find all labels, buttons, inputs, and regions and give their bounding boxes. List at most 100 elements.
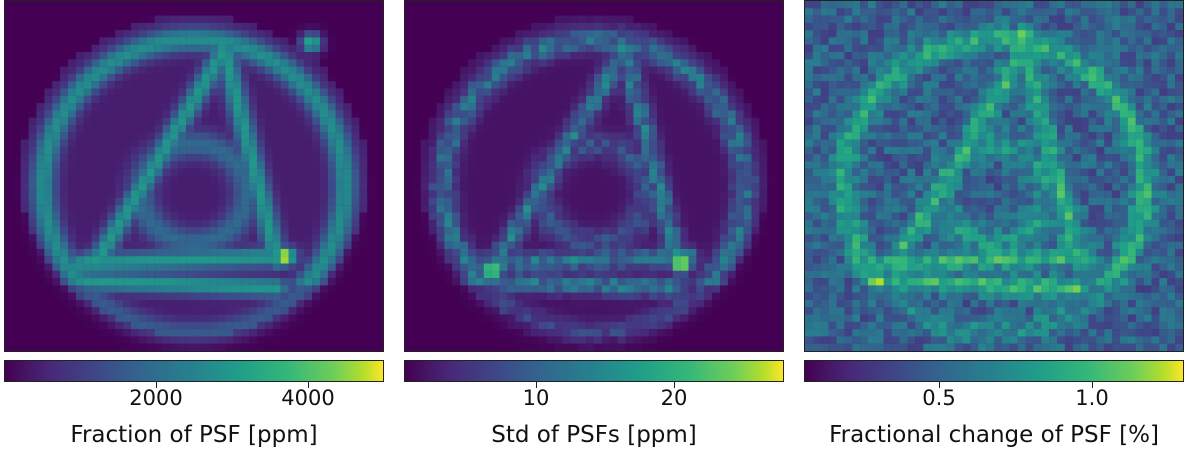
heatmap-cell (578, 299, 587, 308)
heatmap-cell (146, 241, 155, 250)
panel-std-of-psfs: 10 20 Std of PSFs [ppm] (404, 0, 784, 460)
heatmap-cell (304, 270, 313, 279)
heatmap-cell (162, 197, 171, 206)
heatmap-cell (594, 256, 603, 264)
heatmap-cell (335, 30, 344, 38)
heatmap-cell (146, 343, 155, 351)
heatmap-cell (546, 146, 555, 155)
heatmap-cell (83, 88, 92, 96)
heatmap-cell (5, 234, 14, 242)
heatmap-cell (186, 285, 195, 293)
heatmap-cell (201, 88, 210, 96)
heatmap-cell (554, 307, 563, 315)
heatmap-cell (257, 299, 266, 308)
heatmap-cell (304, 212, 313, 220)
heatmap-cell (359, 307, 368, 315)
heatmap-cell (194, 183, 203, 191)
heatmap-cell (162, 176, 171, 184)
heatmap-cell (83, 30, 92, 38)
heatmap-cell (743, 285, 752, 293)
heatmap-cell (304, 234, 313, 242)
heatmap-cell (138, 154, 147, 162)
heatmap-cell (712, 66, 721, 75)
heatmap-cell (475, 292, 484, 301)
heatmap-cell (91, 212, 100, 220)
heatmap-cell (554, 299, 563, 308)
heatmap-cell (617, 336, 626, 344)
heatmap-cell (280, 176, 289, 184)
heatmap-cell (146, 176, 155, 184)
heatmap-cell (586, 307, 595, 315)
heatmap-cell (209, 343, 218, 351)
heatmap-cell (507, 190, 516, 199)
heatmap-cell (1009, 8, 1018, 16)
heatmap-cell (688, 212, 697, 220)
heatmap-cell (625, 183, 634, 191)
heatmap-cell (899, 15, 908, 24)
heatmap-cell (875, 30, 884, 38)
heatmap-cell (217, 139, 226, 147)
heatmap-cell (241, 256, 250, 264)
heatmap-cell (594, 139, 603, 147)
heatmap-cell (735, 197, 744, 206)
heatmap-cell (594, 146, 603, 155)
heatmap-cell (578, 256, 587, 264)
heatmap-cell (257, 270, 266, 279)
heatmap-cell (680, 44, 689, 53)
heatmap-cell (343, 139, 352, 147)
heatmap-cell (146, 292, 155, 301)
heatmap-cell (20, 15, 29, 24)
heatmap-cell (657, 1, 666, 9)
heatmap-cell (225, 336, 234, 344)
heatmap-cell (44, 22, 53, 31)
heatmap-cell (751, 30, 760, 38)
heatmap-cell (570, 270, 579, 279)
heatmap-cell (554, 81, 563, 89)
heatmap-cell (264, 154, 273, 162)
heatmap-cell (60, 314, 69, 322)
heatmap-cell (312, 190, 321, 199)
heatmap-cell (515, 212, 524, 220)
heatmap-cell (296, 81, 305, 89)
heatmap-cell (304, 117, 313, 126)
heatmap-cell (649, 146, 658, 155)
heatmap-cell (538, 270, 547, 279)
heatmap-cell (523, 146, 532, 155)
heatmap-cell (217, 59, 226, 67)
heatmap-cell (617, 8, 626, 16)
heatmap-cell (672, 256, 681, 264)
heatmap-cell (428, 292, 437, 301)
heatmap-cell (107, 95, 116, 104)
heatmap-cell (83, 146, 92, 155)
heatmap-cell (405, 52, 414, 60)
heatmap-cell (664, 22, 673, 31)
heatmap-cell (194, 227, 203, 235)
heatmap-cell (249, 278, 258, 286)
heatmap-cell (578, 190, 587, 199)
heatmap-cell (609, 8, 618, 16)
heatmap-cell (280, 234, 289, 242)
heatmap-cell (994, 37, 1003, 45)
heatmap-cell (272, 227, 281, 235)
heatmap-cell (531, 314, 540, 322)
heatmap-cell (351, 219, 360, 228)
heatmap-cell (712, 176, 721, 184)
heatmap-cell (578, 285, 587, 293)
heatmap-cell (712, 139, 721, 147)
heatmap-cell (186, 37, 195, 45)
heatmap-cell (562, 183, 571, 191)
heatmap-cell (970, 22, 979, 31)
heatmap-cell (483, 190, 492, 199)
heatmap-cell (123, 219, 132, 228)
heatmap-cell (444, 285, 453, 293)
heatmap-cell (20, 336, 29, 344)
heatmap-cell (367, 146, 376, 155)
heatmap-cell (664, 95, 673, 104)
heatmap-cell (320, 212, 329, 220)
heatmap-cell (751, 256, 760, 264)
heatmap-cell (272, 263, 281, 271)
heatmap-cell (570, 343, 579, 351)
heatmap-cell (483, 278, 492, 286)
heatmap-cell (296, 15, 305, 24)
heatmap-cell (570, 314, 579, 322)
